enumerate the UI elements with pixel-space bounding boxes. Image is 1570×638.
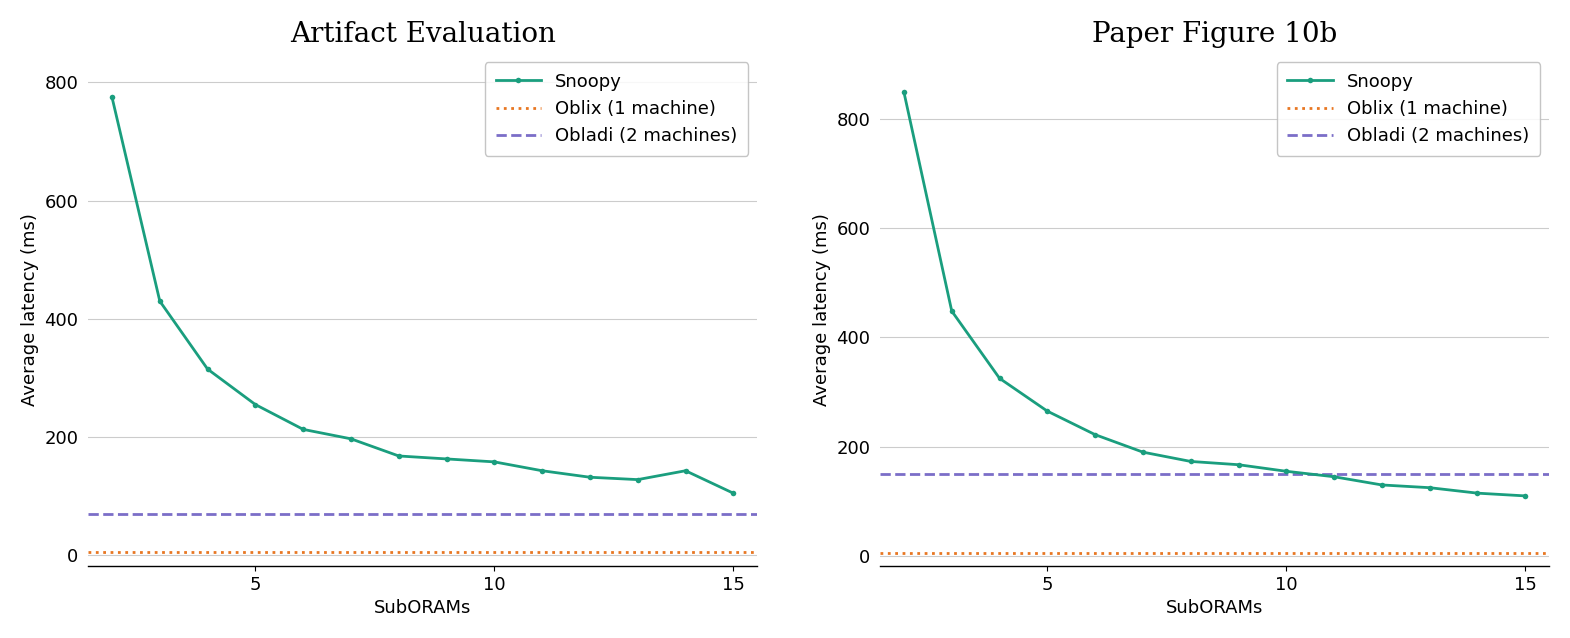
Snoopy <box>532 467 551 475</box>
Legend: Snoopy, Oblix (1 machine), Obladi (2 machines): Snoopy, Oblix (1 machine), Obladi (2 mac… <box>1276 62 1540 156</box>
Oblix (1 machine) <box>55 549 74 556</box>
Snoopy <box>895 89 914 96</box>
Y-axis label: Average latency (ms): Average latency (ms) <box>20 213 39 406</box>
X-axis label: SubORAMs: SubORAMs <box>374 599 471 617</box>
Legend: Snoopy, Oblix (1 machine), Obladi (2 machines): Snoopy, Oblix (1 machine), Obladi (2 mac… <box>485 62 749 156</box>
Snoopy <box>1372 481 1391 489</box>
Obladi (2 machines) <box>799 470 818 478</box>
Title: Paper Figure 10b: Paper Figure 10b <box>1093 21 1338 48</box>
Snoopy <box>1134 449 1152 456</box>
Snoopy <box>1229 461 1248 468</box>
Snoopy <box>294 426 312 433</box>
Snoopy <box>677 467 696 475</box>
Obladi (2 machines) <box>846 470 865 478</box>
Snoopy <box>246 401 265 408</box>
Snoopy <box>942 308 961 315</box>
Snoopy <box>1181 457 1199 465</box>
Obladi (2 machines) <box>55 510 74 517</box>
Snoopy <box>724 489 743 497</box>
Title: Artifact Evaluation: Artifact Evaluation <box>290 21 556 48</box>
Snoopy <box>1325 473 1344 480</box>
Snoopy <box>151 297 170 305</box>
Snoopy <box>628 476 647 484</box>
Snoopy <box>389 452 408 460</box>
Snoopy <box>1517 492 1535 500</box>
Snoopy <box>1468 489 1487 497</box>
Oblix (1 machine) <box>846 549 865 557</box>
X-axis label: SubORAMs: SubORAMs <box>1167 599 1264 617</box>
Line: Snoopy: Snoopy <box>110 94 736 496</box>
Snoopy <box>581 473 600 481</box>
Snoopy <box>198 366 217 373</box>
Snoopy <box>1421 484 1440 491</box>
Obladi (2 machines) <box>6 510 25 517</box>
Oblix (1 machine) <box>799 549 818 557</box>
Snoopy <box>485 458 504 466</box>
Snoopy <box>342 435 361 443</box>
Line: Snoopy: Snoopy <box>901 89 1528 499</box>
Snoopy <box>1086 431 1105 438</box>
Y-axis label: Average latency (ms): Average latency (ms) <box>813 213 831 406</box>
Snoopy <box>1038 407 1057 415</box>
Snoopy <box>436 455 455 463</box>
Oblix (1 machine) <box>6 549 25 556</box>
Snoopy <box>102 93 121 101</box>
Snoopy <box>991 375 1010 382</box>
Snoopy <box>1276 468 1295 475</box>
